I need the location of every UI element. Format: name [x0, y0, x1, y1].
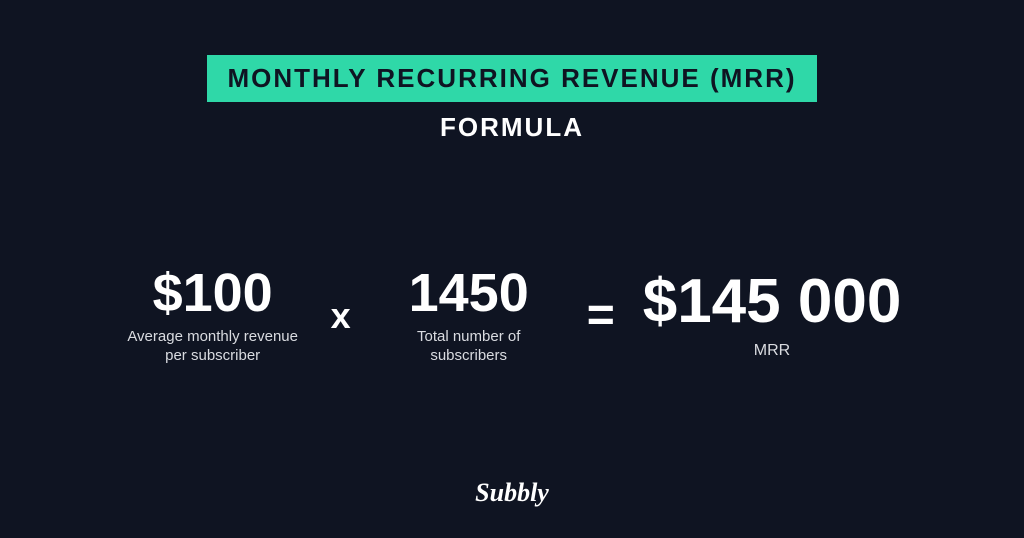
formula-row: $100 Average monthly revenue per subscri…	[123, 266, 902, 366]
header: MONTHLY RECURRING REVENUE (MRR) FORMULA	[207, 55, 816, 143]
term-arpu-label: Average monthly revenue per subscriber	[123, 328, 303, 366]
term-result-label: MRR	[754, 341, 790, 361]
term-result-value: $145 000	[643, 271, 902, 333]
term-subscribers-value: 1450	[409, 266, 529, 320]
operator-equals: =	[587, 292, 615, 340]
term-subscribers: 1450 Total number of subscribers	[379, 266, 559, 366]
operator-multiply: x	[331, 298, 351, 334]
title-bar: MONTHLY RECURRING REVENUE (MRR)	[207, 55, 816, 102]
subtitle: FORMULA	[440, 112, 584, 143]
term-subscribers-label: Total number of subscribers	[379, 328, 559, 366]
term-arpu-value: $100	[153, 266, 273, 320]
term-result: $145 000 MRR	[643, 271, 902, 361]
brand-logo: Subbly	[475, 478, 549, 508]
term-arpu: $100 Average monthly revenue per subscri…	[123, 266, 303, 366]
